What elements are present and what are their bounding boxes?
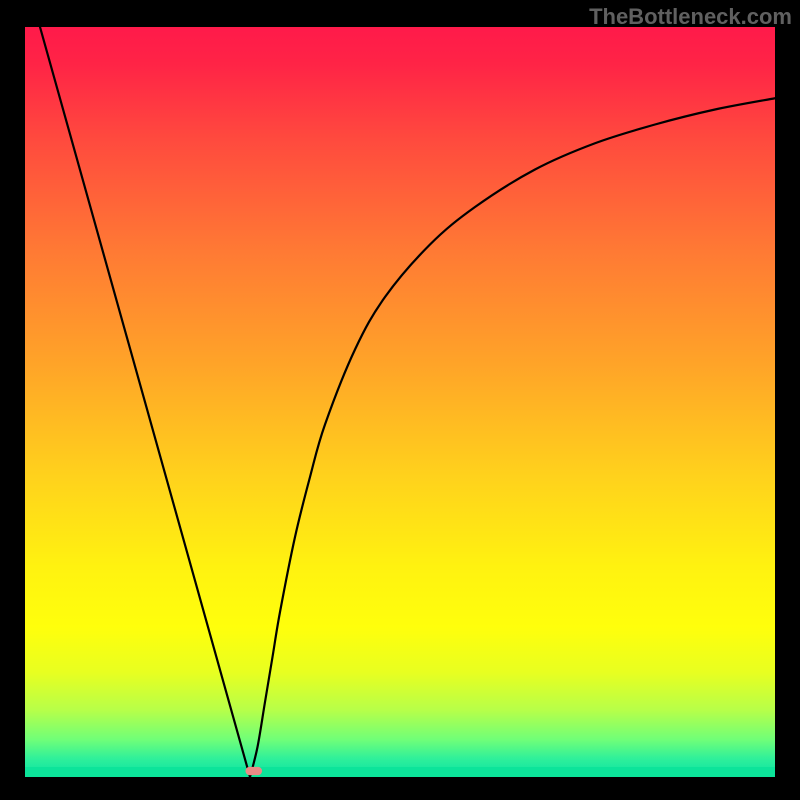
bottom-band: [25, 767, 775, 777]
optimum-marker: [246, 767, 263, 775]
watermark-text: TheBottleneck.com: [589, 4, 792, 30]
chart-container: TheBottleneck.com: [0, 0, 800, 800]
plot-background: [25, 27, 775, 777]
bottleneck-chart: [0, 0, 800, 800]
